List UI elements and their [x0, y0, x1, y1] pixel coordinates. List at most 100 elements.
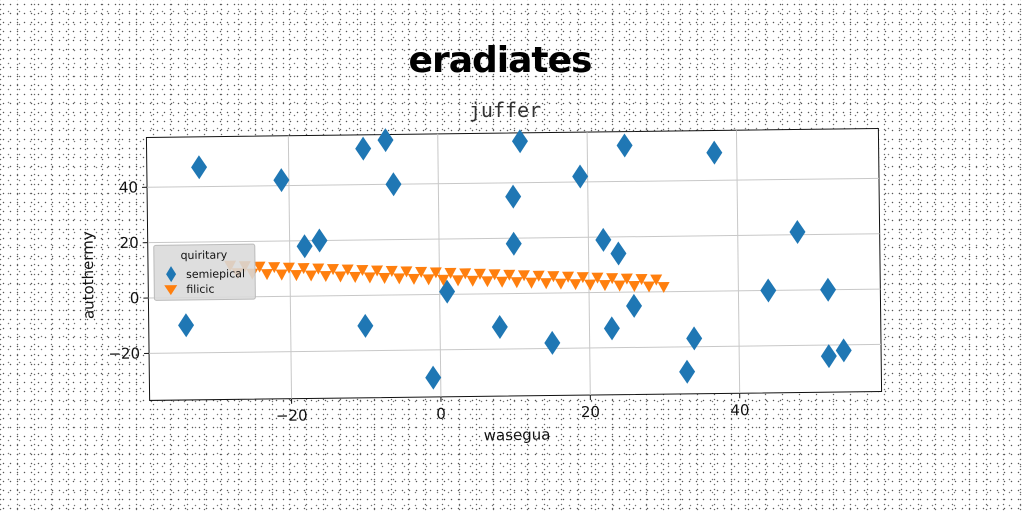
semiepical-point: [439, 279, 456, 304]
x-tick-label: 0: [436, 405, 446, 423]
semiepical-point: [626, 293, 643, 318]
filicic-point: [341, 264, 354, 276]
semiepical-point: [686, 326, 703, 351]
semiepical-point: [760, 278, 777, 303]
semiepical-point: [178, 313, 195, 338]
series-semiepical: [178, 128, 852, 390]
filicic-point: [473, 268, 486, 280]
semiepical-point: [355, 136, 372, 161]
legend-label-semiepical: semiepical: [186, 267, 245, 281]
filicic-point: [591, 272, 604, 284]
legend-marker-filicic: [164, 285, 178, 296]
filicic-point: [547, 271, 560, 283]
filicic-point: [444, 267, 457, 279]
semiepical-point: [820, 277, 837, 302]
chart-subtitle: juffer: [469, 98, 541, 122]
filicic-point: [496, 276, 509, 288]
y-axis-label: autothermy: [79, 231, 98, 319]
filicic-point: [650, 274, 663, 286]
filicic-point: [385, 265, 398, 277]
x-tick-label: −20: [276, 407, 308, 425]
filicic-point: [429, 267, 442, 279]
filicic-point: [356, 264, 369, 277]
filicic-point: [569, 279, 582, 291]
legend: quiritary semiepical filicic: [153, 243, 256, 301]
y-tick-label: 40: [119, 178, 138, 196]
filicic-point: [598, 280, 611, 292]
semiepical-point: [835, 338, 852, 363]
semiepical-point: [616, 133, 633, 158]
legend-label-filicic: filicic: [186, 283, 214, 296]
filicic-point: [297, 263, 310, 275]
filicic-point: [422, 274, 435, 286]
filicic-point: [562, 271, 575, 283]
filicic-point: [334, 271, 347, 283]
filicic-point: [657, 281, 670, 294]
filicic-point: [290, 270, 303, 282]
x-gridline: [735, 130, 741, 394]
filicic-point: [642, 281, 655, 293]
filicic-point: [268, 262, 281, 274]
filicic-point: [312, 263, 325, 275]
filicic-point: [613, 280, 626, 292]
filicic-point: [378, 272, 391, 284]
y-gridline: [149, 343, 882, 354]
semiepical-point: [820, 344, 837, 369]
filicic-point: [620, 273, 633, 285]
filicic-point: [481, 276, 494, 288]
filicic-point: [517, 270, 530, 282]
semiepical-point: [505, 231, 522, 256]
filicic-point: [576, 272, 589, 284]
filicic-point: [260, 269, 273, 281]
filicic-point: [304, 270, 317, 282]
semiepical-point: [603, 316, 620, 341]
ticks: −20 0 20 40 −20 0 20 40: [108, 178, 749, 425]
semiepical-point: [706, 140, 723, 165]
filicic-point: [635, 274, 648, 286]
semiepical-point: [572, 164, 589, 189]
filicic-point: [628, 280, 641, 293]
semiepical-point: [544, 330, 561, 355]
filicic-point: [363, 272, 376, 284]
filicic-point: [525, 277, 538, 289]
semiepical-point: [610, 241, 627, 266]
semiepical-point: [789, 219, 806, 244]
filicic-point: [451, 275, 464, 287]
x-tick-label: 20: [581, 403, 600, 421]
semiepical-point: [311, 228, 328, 253]
chart-title: eradiates: [409, 40, 592, 81]
filicic-point: [349, 271, 362, 283]
filicic-point: [282, 262, 295, 274]
y-tick-label: −20: [108, 344, 140, 362]
filicic-point: [584, 279, 597, 291]
filicic-point: [466, 275, 479, 287]
filicic-point: [400, 266, 413, 278]
filicic-point: [415, 266, 428, 278]
semiepical-point: [511, 129, 528, 154]
x-gridline: [437, 133, 442, 397]
filicic-point: [488, 269, 501, 281]
filicic-point: [275, 269, 288, 281]
filicic-point: [371, 265, 384, 277]
x-tick-label: 40: [730, 401, 749, 419]
semiepical-point: [377, 128, 394, 153]
filicic-point: [510, 277, 523, 289]
filicic-point: [319, 270, 332, 283]
semiepical-point: [595, 227, 612, 252]
semiepical-point: [385, 172, 402, 197]
y-tick-label: 20: [120, 234, 139, 252]
filicic-point: [540, 278, 553, 290]
filicic-point: [554, 278, 567, 290]
filicic-point: [437, 274, 450, 286]
y-gridline: [148, 288, 881, 299]
semiepical-point: [357, 313, 374, 338]
semiepical-point: [296, 234, 313, 259]
filicic-point: [532, 270, 545, 282]
y-tick-label: 0: [130, 289, 140, 307]
filicic-point: [503, 269, 516, 281]
semiepical-point: [505, 184, 522, 209]
filicic-point: [606, 273, 619, 285]
y-gridline: [147, 177, 879, 188]
semiepical-point: [191, 155, 208, 180]
